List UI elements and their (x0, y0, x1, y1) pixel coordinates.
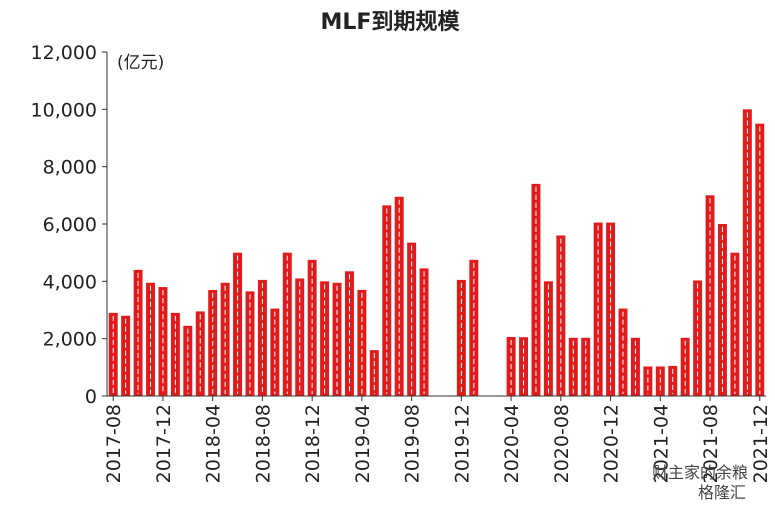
x-axis-ticks: 2017-08 2017-12 2018-04 2018-08 2018-12 2019-… (103, 396, 772, 483)
bar-2020-08 (556, 235, 566, 396)
bar-2018-11 (295, 278, 305, 396)
x-tick-label: 2019-04 (352, 404, 374, 483)
bar-2017-09 (121, 315, 131, 396)
x-tick-label: 2019-08 (402, 404, 424, 483)
bar-2018-08 (257, 279, 267, 396)
y-tick-label: 4,000 (43, 271, 97, 293)
bar-2018-01 (170, 312, 180, 396)
watermark-logo: 格隆汇 (698, 483, 746, 502)
axes (106, 52, 766, 397)
bar-2017-08 (108, 312, 118, 396)
y-axis-ticks: 0 2,000 4,000 6,000 8,000 10,000 12,000 (31, 42, 107, 408)
y-tick-label: 8,000 (43, 157, 97, 179)
bar-2020-07 (543, 281, 553, 396)
y-tick-label: 2,000 (43, 329, 97, 351)
chart-title: MLF到期规模 (321, 10, 461, 35)
x-tick-label: 2018-12 (302, 404, 324, 483)
bar-2018-03 (195, 311, 205, 396)
x-tick-label: 2019-12 (451, 404, 473, 483)
bar-2021-07 (693, 280, 703, 396)
bar-2021-12 (755, 123, 765, 397)
y-tick-label: 12,000 (31, 42, 97, 64)
x-tick-label: 2021-12 (750, 404, 772, 483)
y-tick-label: 6,000 (43, 214, 97, 236)
x-tick-label: 2017-12 (153, 404, 175, 483)
x-tick-label: 2018-04 (203, 404, 225, 483)
bar-2018-05 (220, 282, 230, 396)
bar-2019-02 (332, 282, 342, 396)
x-tick-label: 2020-08 (551, 404, 573, 483)
x-tick-label: 2018-08 (252, 404, 274, 483)
x-tick-label: 2021-08 (700, 404, 722, 483)
x-tick-label: 2021-04 (650, 404, 672, 483)
y-tick-label: 10,000 (31, 99, 97, 121)
watermark-text: 财主家的余粮 (652, 463, 748, 482)
bar-2020-06 (531, 183, 541, 396)
y-tick-label: 0 (85, 386, 97, 408)
bars (108, 109, 765, 397)
unit-label: (亿元) (117, 53, 164, 73)
x-tick-label: 2017-08 (103, 404, 125, 483)
bar-2019-12 (456, 279, 466, 396)
x-tick-label: 2020-04 (501, 404, 523, 483)
x-tick-label: 2020-12 (601, 404, 623, 483)
bar-2019-01 (320, 281, 330, 396)
watermark: 财主家的余粮 格隆汇 (652, 463, 748, 502)
bar-2017-11 (146, 282, 155, 396)
